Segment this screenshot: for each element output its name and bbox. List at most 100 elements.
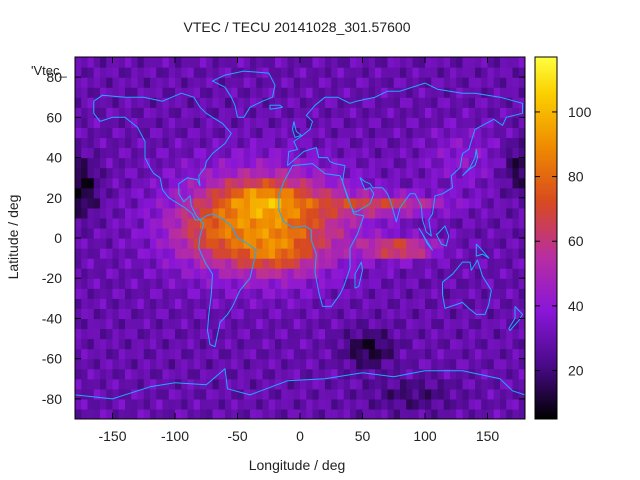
heatmap-cell xyxy=(325,177,332,189)
heatmap-cell xyxy=(200,328,207,340)
heatmap-cell xyxy=(450,167,457,179)
heatmap-cell xyxy=(112,268,120,279)
heatmap-cell xyxy=(156,147,164,159)
heatmap-cell xyxy=(368,328,376,340)
heatmap-cell xyxy=(100,227,107,239)
heatmap-cell xyxy=(256,338,264,350)
heatmap-cell xyxy=(306,308,314,320)
heatmap-cell xyxy=(381,77,389,88)
heatmap-cell xyxy=(387,227,395,239)
heatmap-cell xyxy=(475,67,482,78)
heatmap-cell xyxy=(475,248,482,259)
heatmap-cell xyxy=(356,358,364,370)
heatmap-cell xyxy=(362,147,370,159)
heatmap-cell xyxy=(381,197,389,209)
heatmap-cell xyxy=(450,308,457,320)
heatmap-cell xyxy=(337,157,345,169)
heatmap-cell xyxy=(212,57,220,68)
heatmap-cell xyxy=(150,147,157,159)
heatmap-cell xyxy=(168,328,176,340)
heatmap-cell xyxy=(375,258,382,269)
heatmap-cell xyxy=(118,238,126,249)
heatmap-cell xyxy=(500,197,507,209)
heatmap-cell xyxy=(200,207,207,219)
heatmap-cell xyxy=(131,278,139,289)
heatmap-cell xyxy=(181,258,189,269)
heatmap-cell xyxy=(518,57,525,68)
heatmap-cell xyxy=(450,157,457,169)
heatmap-cell xyxy=(518,318,525,330)
heatmap-cell xyxy=(237,117,245,128)
heatmap-cell xyxy=(150,238,157,249)
heatmap-cell xyxy=(456,197,464,209)
heatmap-cell xyxy=(206,358,214,370)
heatmap-cell xyxy=(250,378,257,390)
heatmap-cell xyxy=(237,248,245,259)
heatmap-cell xyxy=(368,258,376,269)
heatmap-cell xyxy=(200,248,207,259)
heatmap-cell xyxy=(400,348,407,360)
heatmap-cell xyxy=(206,227,214,239)
heatmap-cell xyxy=(75,398,82,410)
heatmap-cell xyxy=(281,358,289,370)
heatmap-cell xyxy=(87,187,95,199)
heatmap-cell xyxy=(225,67,232,78)
heatmap-cell xyxy=(237,87,245,98)
heatmap-cell xyxy=(387,258,395,269)
heatmap-cell xyxy=(225,127,232,139)
heatmap-cell xyxy=(87,67,95,78)
heatmap-cell xyxy=(168,67,176,78)
heatmap-cell xyxy=(325,308,332,320)
heatmap-cell xyxy=(293,97,301,108)
heatmap-cell xyxy=(243,77,251,88)
heatmap-cell xyxy=(406,288,414,299)
heatmap-cell xyxy=(375,177,382,189)
heatmap-cell xyxy=(175,207,182,219)
heatmap-cell xyxy=(237,318,245,330)
heatmap-cell xyxy=(412,167,420,179)
heatmap-cell xyxy=(512,87,520,98)
heatmap-cell xyxy=(81,127,89,139)
heatmap-cell xyxy=(418,238,426,249)
heatmap-cell xyxy=(318,137,326,149)
heatmap-cell xyxy=(450,77,457,88)
heatmap-cell xyxy=(187,368,195,380)
heatmap-cell xyxy=(406,328,414,340)
heatmap-cell xyxy=(237,57,245,68)
heatmap-cell xyxy=(462,137,470,149)
heatmap-cell xyxy=(75,127,82,139)
heatmap-cell xyxy=(212,288,220,299)
heatmap-cell xyxy=(500,388,507,400)
heatmap-cell xyxy=(87,177,95,189)
heatmap-cell xyxy=(375,358,382,370)
heatmap-cell xyxy=(506,348,514,360)
heatmap-cell xyxy=(337,368,345,380)
heatmap-cell xyxy=(200,338,207,350)
heatmap-cell xyxy=(93,207,101,219)
heatmap-cell xyxy=(243,117,251,128)
heatmap-cell xyxy=(487,308,495,320)
heatmap-cell xyxy=(475,107,482,118)
heatmap-cell xyxy=(462,197,470,209)
heatmap-cell xyxy=(106,107,114,118)
heatmap-cell xyxy=(206,87,214,98)
heatmap-cell xyxy=(406,57,414,68)
heatmap-cell xyxy=(112,348,120,360)
heatmap-cell xyxy=(418,107,426,118)
heatmap-cell xyxy=(87,127,95,139)
heatmap-cell xyxy=(118,197,126,209)
heatmap-cell xyxy=(362,107,370,118)
heatmap-cell xyxy=(487,87,495,98)
heatmap-cell xyxy=(187,298,195,309)
heatmap-cell xyxy=(437,107,445,118)
heatmap-cell xyxy=(131,107,139,118)
x-tick-label: 0 xyxy=(296,428,304,444)
heatmap-cell xyxy=(256,57,264,68)
heatmap-cell xyxy=(443,177,451,189)
heatmap-cell xyxy=(287,268,295,279)
heatmap-cell xyxy=(175,107,182,118)
heatmap-cell xyxy=(343,227,351,239)
heatmap-cell xyxy=(225,248,232,259)
heatmap-cell xyxy=(118,408,126,419)
heatmap-cell xyxy=(512,268,520,279)
